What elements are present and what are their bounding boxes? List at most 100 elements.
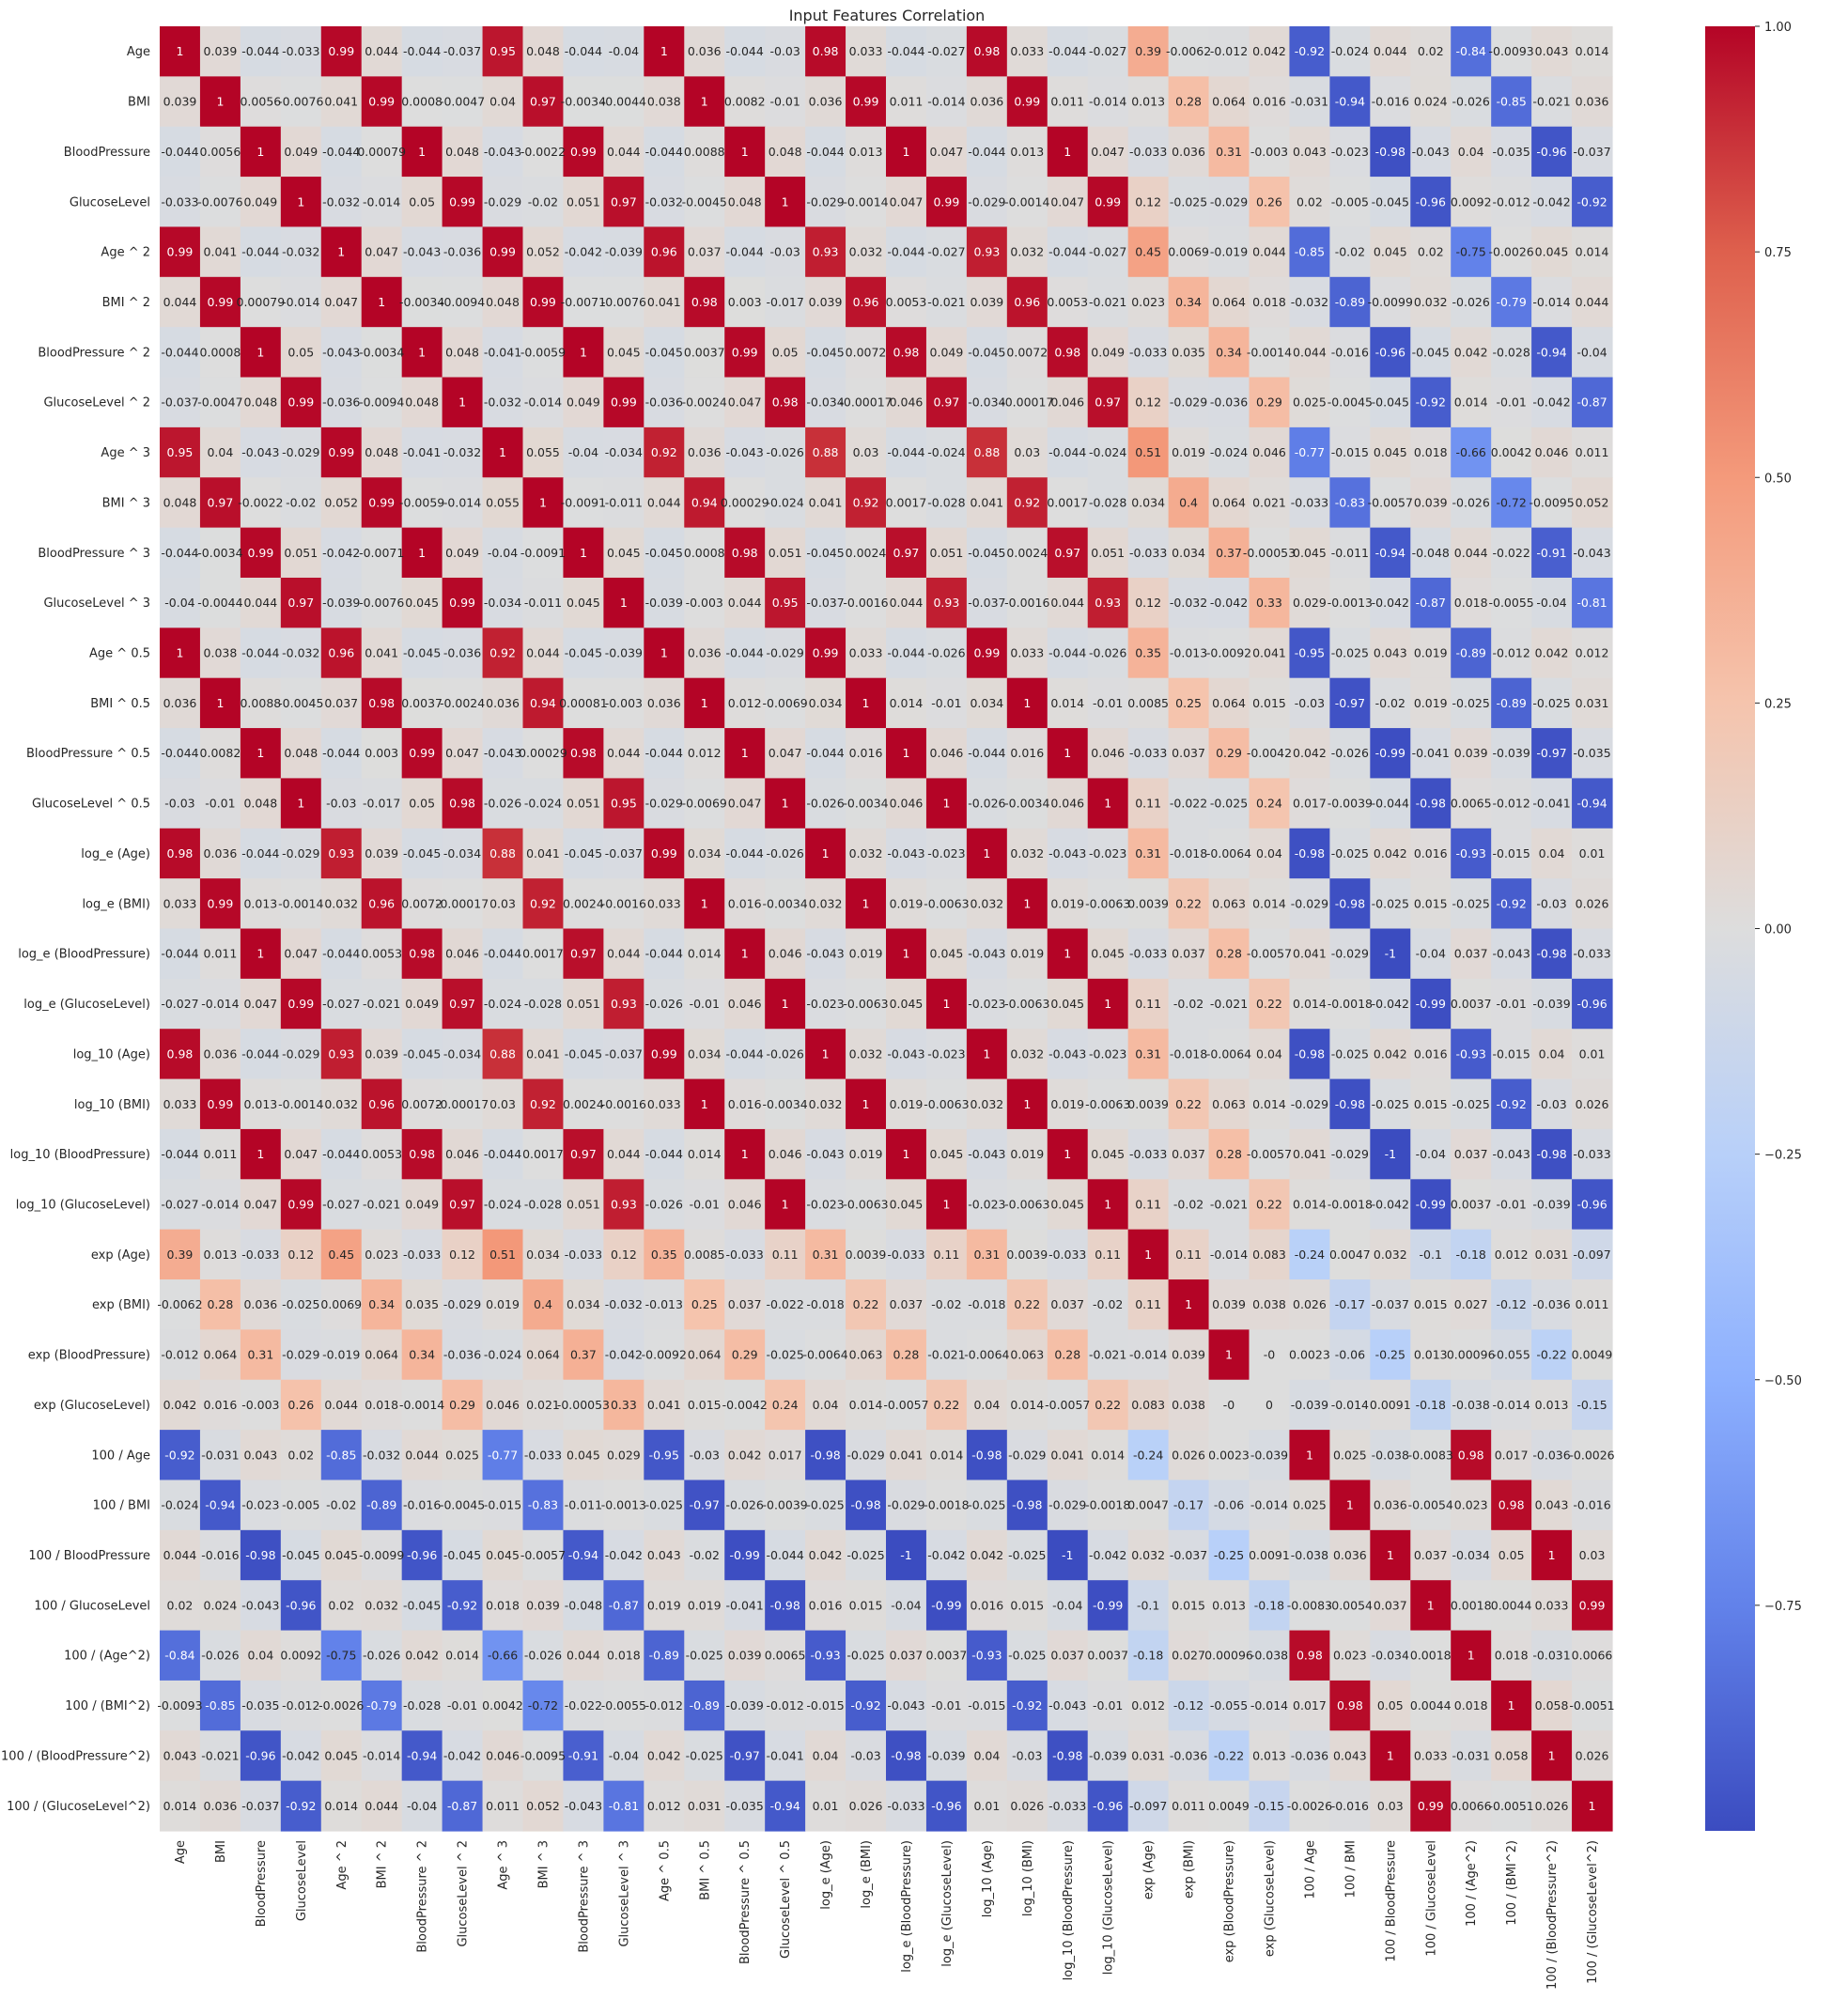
cell-annotation: -0.014 — [1210, 1247, 1248, 1262]
cell-annotation: 0.039 — [728, 1649, 762, 1663]
cell-annotation: 0.99 — [409, 746, 435, 760]
cell-annotation: -0.043 — [403, 245, 441, 259]
cell-annotation: -0.0057 — [1045, 1398, 1090, 1412]
cell-annotation: 0.011 — [890, 95, 924, 109]
cell-annotation: -0.66 — [1456, 445, 1486, 459]
cell-annotation: 0.98 — [1297, 1649, 1323, 1663]
cell-annotation: 0.037 — [1050, 1649, 1084, 1663]
cell-annotation: 0.014 — [849, 1398, 883, 1412]
cell-annotation: -0.045 — [403, 646, 441, 660]
cell-annotation: 1 — [1468, 1649, 1475, 1663]
y-tick-label: BMI ^ 0.5 — [90, 697, 150, 711]
cell-annotation: -0.025 — [686, 1649, 723, 1663]
heatmap-cell — [361, 76, 403, 128]
cell-annotation: -0.0026 — [318, 1698, 364, 1712]
cell-annotation: 1 — [256, 746, 264, 760]
cell-annotation: 0.025 — [1293, 1498, 1327, 1512]
cell-annotation: -0.98 — [1052, 1748, 1082, 1762]
cell-annotation: -0.044 — [241, 1046, 279, 1061]
cell-annotation: 0.041 — [647, 1398, 681, 1412]
cell-annotation: 0.025 — [1293, 395, 1327, 410]
cell-annotation: -0.024 — [484, 1348, 521, 1362]
cell-annotation: 0.044 — [567, 1649, 600, 1663]
cell-annotation: 0.04 — [1539, 846, 1565, 860]
cell-annotation: 0.049 — [567, 395, 600, 410]
cell-annotation: -0.045 — [1372, 395, 1409, 410]
cell-annotation: 0.027 — [1172, 1649, 1205, 1663]
colorbar-tick-label: 0.75 — [1764, 246, 1792, 260]
heatmap-cell — [1168, 226, 1210, 278]
heatmap-cell — [1451, 177, 1492, 228]
cell-annotation: 0.026 — [1576, 1097, 1609, 1111]
cell-annotation: -0.98 — [971, 1448, 1002, 1462]
cell-annotation: -0.036 — [645, 395, 683, 410]
cell-annotation: -0.055 — [1492, 1348, 1530, 1362]
cell-annotation: 0.048 — [243, 797, 277, 811]
cell-annotation: 0.032 — [1131, 1548, 1165, 1562]
cell-annotation: 1 — [741, 145, 749, 159]
cell-annotation: -0.045 — [282, 1548, 319, 1562]
heatmap-cell — [684, 377, 725, 428]
cell-annotation: 0.22 — [1175, 1097, 1202, 1111]
heatmap-cell — [1168, 26, 1210, 77]
cell-annotation: 0.034 — [688, 1046, 722, 1061]
cell-annotation: -0.015 — [1492, 846, 1530, 860]
cell-annotation: -0.014 — [1250, 1698, 1288, 1712]
cell-annotation: 1 — [701, 95, 708, 109]
cell-annotation: 0.014 — [324, 1799, 358, 1813]
cell-annotation: 0.014 — [163, 1799, 197, 1813]
heatmap-cell — [1208, 26, 1250, 77]
cell-annotation: 0.044 — [1293, 345, 1327, 359]
cell-annotation: 1 — [1064, 145, 1071, 159]
cell-annotation: -0.98 — [810, 1448, 840, 1462]
heatmap-cell — [1531, 226, 1573, 278]
cell-annotation: 0.046 — [930, 746, 964, 760]
heatmap-cell — [320, 226, 363, 278]
cell-annotation: 0.043 — [243, 1448, 277, 1462]
heatmap-cell — [320, 477, 363, 529]
cell-annotation: 0.036 — [1172, 145, 1205, 159]
cell-annotation: 0.03 — [853, 445, 879, 459]
heatmap-cell — [1329, 226, 1371, 278]
cell-annotation: 1 — [942, 797, 950, 811]
cell-annotation: -0.0044 — [601, 95, 646, 109]
cell-annotation: 0.048 — [163, 495, 197, 509]
heatmap-cell — [280, 177, 322, 228]
cell-annotation: 0.044 — [1050, 596, 1084, 610]
y-tick-label: exp (Age) — [91, 1248, 150, 1263]
cell-annotation: -0.79 — [1496, 295, 1526, 309]
cell-annotation: -0.024 — [927, 445, 965, 459]
cell-annotation: 0.0042 — [1491, 445, 1532, 459]
cell-annotation: -0.89 — [366, 1498, 396, 1512]
heatmap-cell — [724, 327, 766, 379]
cell-annotation: 0.11 — [1135, 997, 1161, 1011]
cell-annotation: -0.94 — [568, 1548, 598, 1562]
cell-annotation: -0.015 — [1492, 1046, 1530, 1061]
cell-annotation: 1 — [256, 1147, 264, 1161]
cell-annotation: 0.046 — [1535, 445, 1569, 459]
cell-annotation: -0.97 — [1335, 696, 1365, 710]
cell-annotation: -0.028 — [524, 1197, 562, 1211]
cell-annotation: -0.031 — [1532, 1649, 1570, 1663]
cell-annotation: 0.98 — [813, 44, 839, 58]
cell-annotation: 0.003 — [728, 295, 762, 309]
cell-annotation: 0.031 — [688, 1799, 722, 1813]
cell-annotation: -0.042 — [1532, 395, 1570, 410]
cell-annotation: -0.03 — [769, 245, 800, 259]
cell-annotation: -0.0045 — [440, 1498, 485, 1512]
colorbar-tick-label: −0.25 — [1764, 1149, 1802, 1163]
heatmap-cell — [966, 377, 1008, 428]
cell-annotation: 0.04 — [247, 1649, 273, 1663]
cell-annotation: -0.003 — [686, 596, 723, 610]
cell-annotation: 0.93 — [328, 1046, 354, 1061]
cell-annotation: -0.1 — [1420, 1247, 1442, 1262]
cell-annotation: 1 — [216, 95, 224, 109]
heatmap-cell — [724, 477, 766, 529]
heatmap-cell — [603, 177, 644, 228]
cell-annotation: -0.028 — [927, 495, 965, 509]
cell-annotation: 0.04 — [207, 445, 233, 459]
cell-annotation: -0.045 — [565, 846, 602, 860]
cell-annotation: -0.0013 — [1328, 596, 1373, 610]
heatmap-cell — [1087, 276, 1129, 328]
heatmap-cell — [765, 177, 806, 228]
